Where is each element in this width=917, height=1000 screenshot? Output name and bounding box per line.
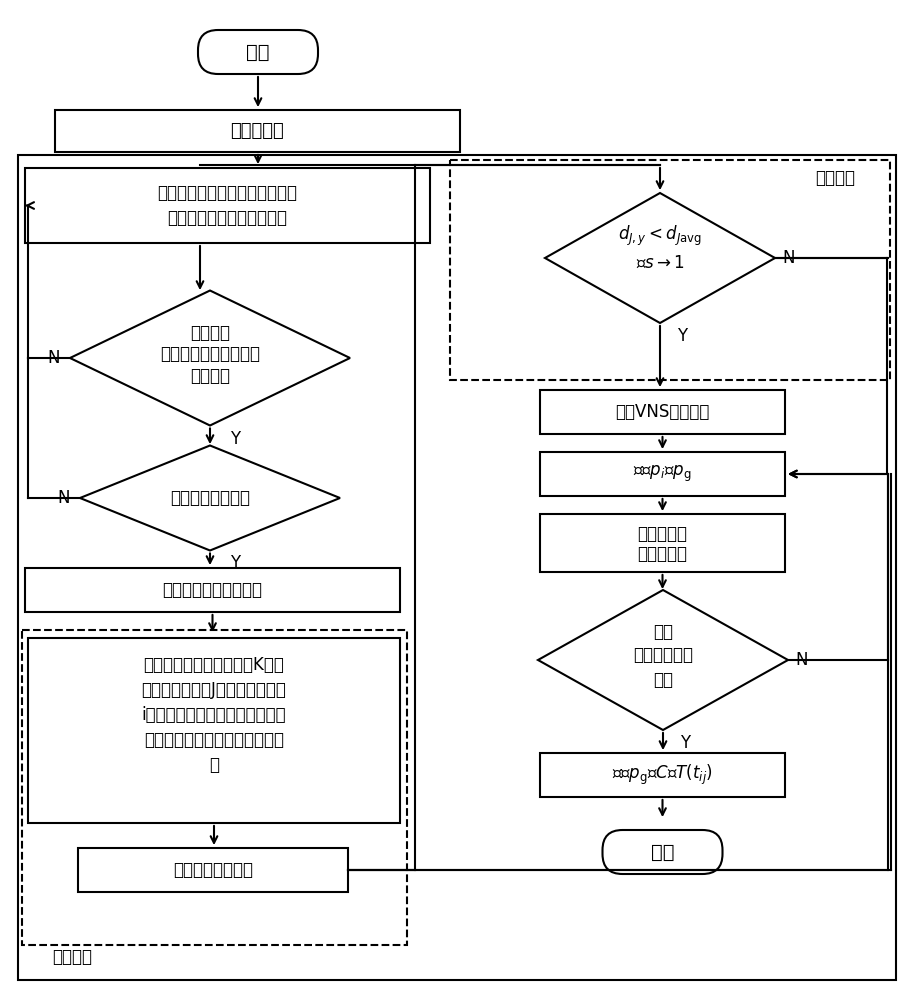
- FancyBboxPatch shape: [28, 638, 400, 823]
- Text: 次数: 次数: [653, 671, 673, 689]
- Text: Y: Y: [679, 734, 691, 752]
- Text: 输出$p_\mathrm{g}$、$C$、$T(t_{ij})$: 输出$p_\mathrm{g}$、$C$、$T(t_{ij})$: [612, 763, 713, 787]
- Text: i个粒子与聚类中心的距离和聚簇: i个粒子与聚类中心的距离和聚簇: [142, 706, 286, 724]
- Text: N: N: [48, 349, 61, 367]
- FancyBboxPatch shape: [540, 753, 785, 797]
- Text: 计算粒子的适应度函数: 计算粒子的适应度函数: [162, 581, 262, 599]
- Polygon shape: [70, 290, 350, 426]
- Text: 策变量，随机产生初始种群: 策变量，随机产生初始种群: [168, 209, 288, 227]
- Polygon shape: [80, 446, 340, 550]
- Text: 更新粒子的: 更新粒子的: [637, 525, 688, 543]
- FancyBboxPatch shape: [25, 568, 400, 612]
- Text: 开始: 开始: [247, 42, 270, 62]
- Text: 聚类操作: 聚类操作: [52, 948, 92, 966]
- Text: 执行VNS算法模块: 执行VNS算法模块: [615, 403, 710, 421]
- FancyBboxPatch shape: [198, 30, 318, 74]
- FancyBboxPatch shape: [450, 160, 890, 380]
- Text: 收敛判断: 收敛判断: [815, 169, 855, 187]
- Text: Y: Y: [230, 554, 240, 572]
- Text: 且$s\rightarrow 1$: 且$s\rightarrow 1$: [635, 254, 684, 272]
- FancyBboxPatch shape: [602, 830, 723, 874]
- Text: N: N: [783, 249, 795, 267]
- Polygon shape: [538, 590, 788, 730]
- Text: 是否: 是否: [653, 623, 673, 641]
- FancyBboxPatch shape: [540, 390, 785, 434]
- Text: $d_{J,y} < d_{J\mathrm{avg}}$: $d_{J,y} < d_{J\mathrm{avg}}$: [618, 224, 702, 248]
- Text: 对当前种群中的粒子执行K均值: 对当前种群中的粒子执行K均值: [144, 656, 284, 674]
- Text: 更新$p_i$和$p_\mathrm{g}$: 更新$p_i$和$p_\mathrm{g}$: [634, 464, 691, 484]
- FancyBboxPatch shape: [78, 848, 348, 892]
- Text: Y: Y: [230, 430, 240, 448]
- Text: 是否满足电网约束: 是否满足电网约束: [170, 489, 250, 507]
- Text: 结束: 结束: [651, 842, 674, 861]
- Text: 投资者总预算和充电站: 投资者总预算和充电站: [160, 345, 260, 363]
- Text: 内每个粒子与聚类中心的平均距: 内每个粒子与聚类中心的平均距: [144, 731, 284, 749]
- Text: Y: Y: [677, 327, 687, 345]
- FancyBboxPatch shape: [55, 110, 460, 152]
- Text: 位置和速度: 位置和速度: [637, 545, 688, 563]
- Text: 初始化参数: 初始化参数: [230, 122, 284, 140]
- Text: 达到最大迭代: 达到最大迭代: [633, 646, 693, 664]
- Text: N: N: [58, 489, 71, 507]
- FancyBboxPatch shape: [22, 630, 407, 945]
- FancyBboxPatch shape: [25, 168, 430, 243]
- Polygon shape: [545, 193, 775, 323]
- Text: 聚类算法，生成J个聚簇，计算第: 聚类算法，生成J个聚簇，计算第: [141, 681, 286, 699]
- FancyBboxPatch shape: [540, 452, 785, 496]
- Text: 计算粒子的聚合度: 计算粒子的聚合度: [173, 861, 253, 879]
- Text: N: N: [796, 651, 808, 669]
- Text: 离: 离: [209, 756, 219, 774]
- Text: 数量约束: 数量约束: [190, 367, 230, 385]
- Text: 以充电站位置和充电机数量为决: 以充电站位置和充电机数量为决: [158, 184, 297, 202]
- Text: 是否满足: 是否满足: [190, 324, 230, 342]
- FancyBboxPatch shape: [540, 514, 785, 572]
- FancyBboxPatch shape: [18, 155, 896, 980]
